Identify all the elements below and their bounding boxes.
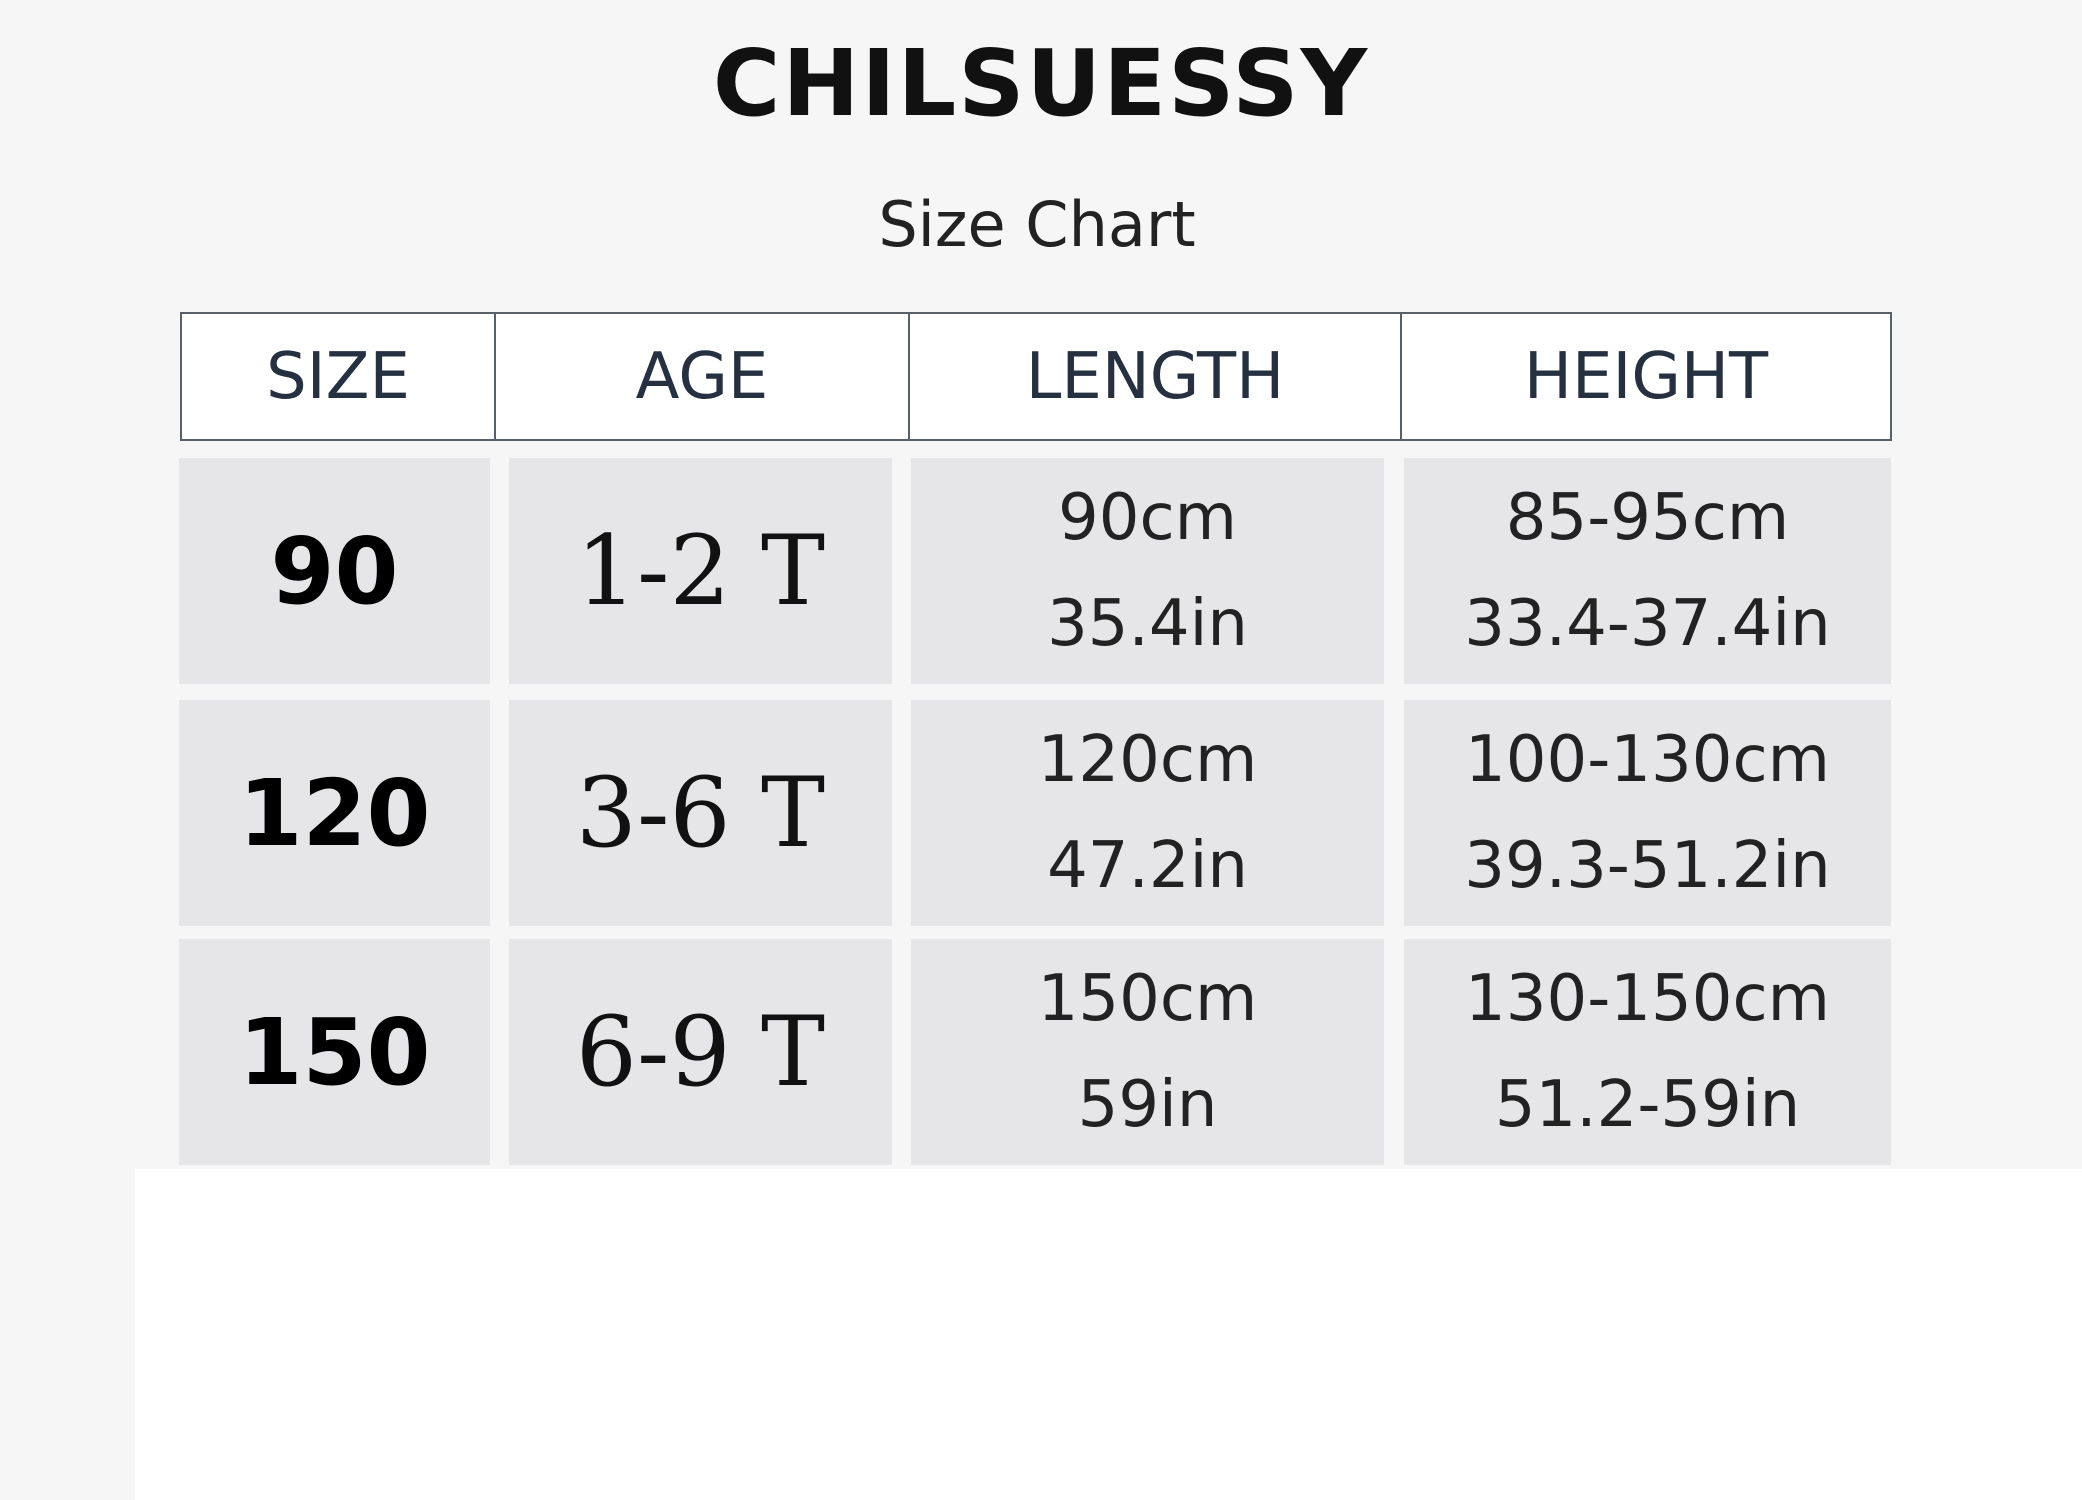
size-value: 150 [238,998,431,1106]
height-cell: 100-130cm 39.3-51.2in [1404,700,1891,926]
header-age: AGE [496,314,910,439]
length-cell: 150cm 59in [911,939,1384,1165]
height-in: 39.3-51.2in [1464,829,1831,903]
age-cell: 1-2 T [509,458,892,684]
chart-subtitle: Size Chart [878,188,1196,261]
size-value: 90 [270,517,399,625]
size-cell: 120 [179,700,490,926]
age-value: 6-9 T [575,996,826,1108]
header-height: HEIGHT [1523,339,1769,414]
bottom-blank-area [135,1169,2082,1500]
table-header: SIZE AGE LENGTH HEIGHT [180,312,1892,441]
height-in: 51.2-59in [1494,1068,1801,1142]
length-cell: 90cm 35.4in [911,458,1384,684]
height-cm: 85-95cm [1505,481,1790,555]
length-in: 35.4in [1047,587,1248,661]
header-size: SIZE [182,314,496,439]
age-value: 3-6 T [575,757,826,869]
age-value: 1-2 T [575,515,826,627]
size-cell: 90 [179,458,490,684]
length-cell: 120cm 47.2in [911,700,1384,926]
length-cm: 90cm [1058,481,1237,555]
height-cm: 100-130cm [1465,723,1830,797]
size-value: 120 [238,759,431,867]
header-length: LENGTH [910,314,1402,439]
height-cm: 130-150cm [1465,962,1830,1036]
length-in: 59in [1077,1068,1218,1142]
height-in: 33.4-37.4in [1464,587,1831,661]
height-cell: 130-150cm 51.2-59in [1404,939,1891,1165]
height-cell: 85-95cm 33.4-37.4in [1404,458,1891,684]
length-cm: 150cm [1037,962,1258,1036]
length-cm: 120cm [1037,723,1258,797]
length-in: 47.2in [1047,829,1248,903]
age-cell: 6-9 T [509,939,892,1165]
size-cell: 150 [179,939,490,1165]
brand-title: CHILSUESSY [712,30,1370,137]
age-cell: 3-6 T [509,700,892,926]
